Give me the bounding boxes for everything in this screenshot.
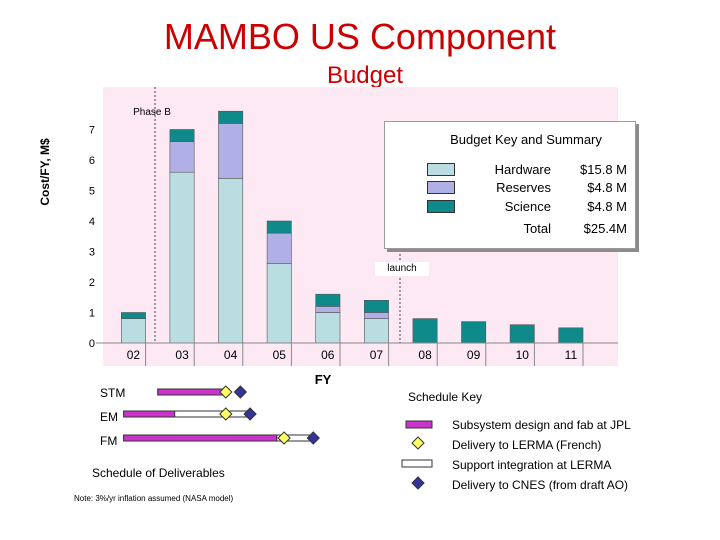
budget-key-label-reserves: Reserves (496, 180, 551, 195)
x-tick-label: 10 (516, 348, 530, 362)
y-axis-label: Cost/FY, M$ (38, 138, 52, 206)
budget-key-value-hardware: $15.8 M (580, 162, 627, 177)
bar-science-02b (121, 312, 146, 319)
x-tick-label: 08 (418, 348, 432, 362)
schedule-row-label-stm: STM (100, 386, 126, 400)
bar-reserves-03b (169, 141, 195, 173)
y-tick-label: 2 (89, 277, 95, 289)
x-tick-label: 11 (565, 348, 578, 362)
budget-key-label-total: Total (523, 221, 551, 236)
lerma-delivery-diamond-em (219, 407, 233, 421)
x-tick-label: 09 (467, 348, 481, 362)
page-title: MAMBO US Component (163, 16, 557, 57)
schedule-row-label-fm: FM (100, 434, 118, 448)
bar-science-06b (315, 293, 341, 307)
x-tick-label: 07 (370, 348, 384, 362)
inflation-note: Note: 3%/yr inflation assumed (NASA mode… (74, 494, 234, 503)
bar-reserves-06b (315, 306, 341, 313)
bar-hardware-02b (121, 318, 146, 344)
hardware-swatch (427, 163, 455, 176)
schedule-design-bar-fm (123, 434, 278, 442)
bar-science-03b (169, 129, 195, 142)
bar-science-10b (509, 324, 535, 344)
bar-science-05b (266, 220, 292, 234)
bar-science-07b (363, 299, 389, 313)
schedule-row-label-em: EM (100, 410, 118, 424)
lerma-delivery-diamond-fm (277, 431, 291, 445)
bar-reserves-05b (266, 232, 292, 264)
y-tick-label: 6 (89, 155, 95, 167)
bar-science-04b (218, 110, 244, 124)
bar-hardware-04b (218, 178, 244, 344)
reserves-swatch (427, 181, 455, 194)
bar-science-11b (558, 327, 584, 344)
page-subtitle: Budget (326, 62, 404, 89)
y-tick-label: 3 (89, 247, 95, 259)
x-tick-label: 05 (273, 348, 287, 362)
lerma-delivery-diamond-stm (219, 385, 233, 399)
schedule-key-label-lerma: Delivery to LERMA (French) (452, 438, 602, 452)
schedule-key-title: Schedule Key (408, 390, 483, 404)
bar-science-09b (461, 321, 487, 344)
bar-hardware-03b (169, 171, 195, 344)
budget-key-value-reserves: $4.8 M (587, 180, 627, 195)
x-tick-label: 03 (175, 348, 189, 362)
cnes-delivery-diamond-em (243, 407, 257, 421)
cnes-delivery-diamond-fm (306, 431, 320, 445)
budget-key-title: Budget Key and Summary (450, 132, 602, 147)
schedule-key-label-design: Subsystem design and fab at JPL (452, 418, 631, 432)
x-tick-label: 02 (127, 348, 141, 362)
launch-label: launch (375, 262, 429, 276)
budget-key-label-hardware: Hardware (494, 162, 551, 177)
y-tick-label: 5 (89, 186, 95, 198)
schedule-design-bar-stm (157, 388, 224, 396)
cnes-delivery-diamond-stm (233, 385, 248, 399)
y-tick-label: 7 (89, 125, 95, 137)
y-tick-label: 4 (89, 216, 95, 228)
schedule-key-label-support: Support integration at LERMA (452, 458, 612, 472)
science-swatch (427, 200, 455, 213)
bar-reserves-07b (363, 312, 389, 319)
schedule-design-bar-em (123, 410, 176, 418)
bar-reserves-04b (218, 123, 244, 179)
bar-science-08b (412, 318, 438, 344)
budget-key-label-science: Science (504, 199, 551, 214)
bar-hardware-06b (315, 312, 341, 344)
x-tick-label: 04 (224, 348, 238, 362)
x-axis-label: FY (314, 372, 332, 387)
y-tick-label: 0 (89, 338, 95, 350)
white-bar-icon (401, 459, 433, 468)
bar-hardware-07b (363, 318, 389, 344)
budget-key-box: Budget Key and Summary Hardware $15.8 M … (384, 121, 636, 249)
phase-b-label: Phase B (133, 107, 171, 118)
magenta-bar-icon (405, 420, 433, 429)
bar-hardware-05b (266, 263, 292, 344)
schedule-title: Schedule of Deliverables (92, 466, 225, 480)
blue-diamond-icon (411, 476, 425, 490)
yellow-diamond-icon (411, 436, 425, 450)
budget-key-value-science: $4.8 M (587, 199, 627, 214)
budget-key-value-total: $25.4M (583, 221, 627, 236)
y-tick-label: 1 (89, 308, 95, 320)
schedule-key-label-cnes: Delivery to CNES (from draft AO) (452, 478, 629, 492)
x-tick-label: 06 (321, 348, 335, 362)
